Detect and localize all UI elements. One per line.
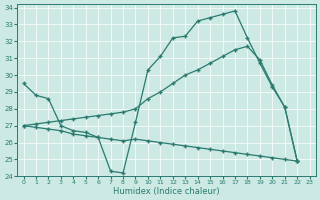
X-axis label: Humidex (Indice chaleur): Humidex (Indice chaleur) (113, 187, 220, 196)
